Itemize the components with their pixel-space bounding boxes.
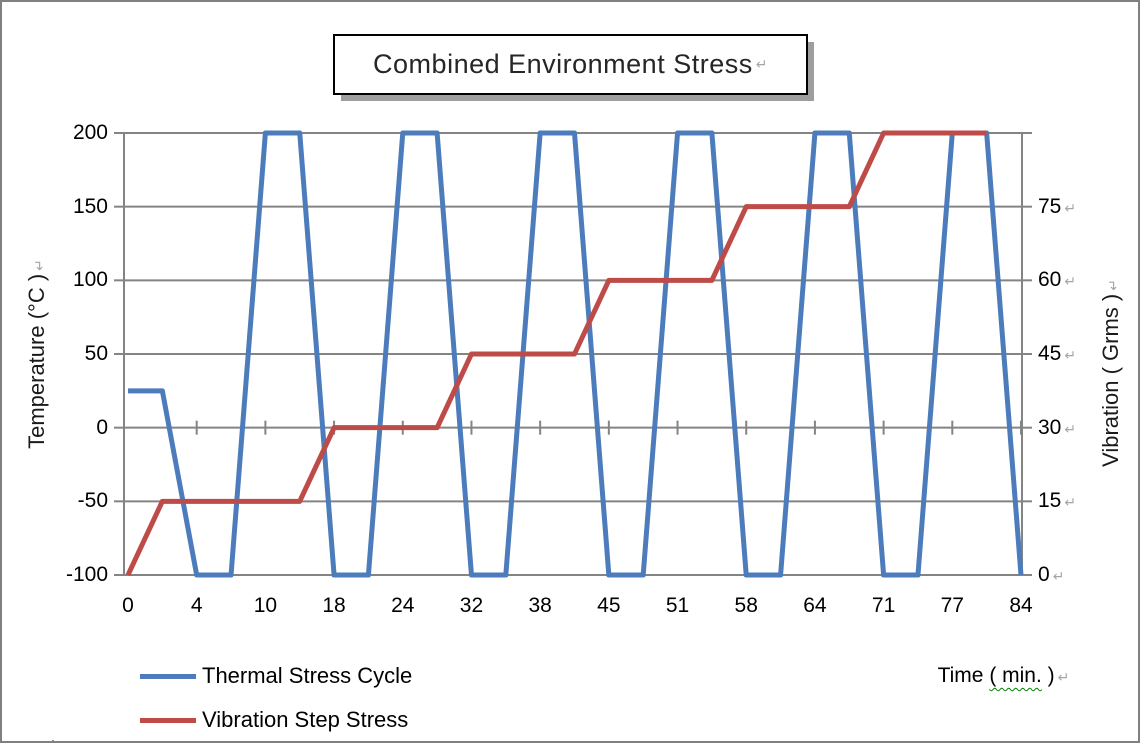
y-right-tick-label: 60 ↵	[1038, 268, 1108, 292]
legend-swatch-thermal	[140, 673, 196, 679]
x-tick-label: 71	[871, 594, 896, 617]
x-axis-title-squiggled: ( min.	[989, 664, 1042, 687]
y-left-tick-label: 50	[84, 342, 108, 365]
y-right-tick-label-text: 15	[1038, 489, 1062, 513]
x-tick-label: 64	[803, 594, 827, 617]
x-axis-title-suffix: )	[1041, 664, 1055, 687]
y-left-tick-label: 100	[72, 268, 108, 292]
y-left-tick-label: 200	[72, 121, 108, 144]
y-left-tick-label: -50	[77, 489, 108, 513]
return-mark-icon: ↵	[1064, 495, 1077, 512]
x-tick-label: 32	[459, 594, 484, 617]
y-right-tick-label-text: 60	[1038, 268, 1062, 292]
y-right-tick-label-text: 0	[1038, 563, 1050, 586]
return-mark-icon: ↵	[1057, 670, 1070, 686]
return-mark-icon: ↵	[755, 56, 768, 73]
x-tick-label: 38	[528, 594, 552, 617]
legend-swatch-vibration	[140, 717, 196, 723]
thermal-stress-line	[128, 130, 1024, 578]
return-mark-icon: ↵	[1064, 274, 1077, 291]
x-tick-label: 24	[391, 594, 415, 617]
chart-title-box: Combined Environment Stress ↵	[333, 34, 808, 95]
y-right-tick-label: 0 ↵	[1038, 563, 1108, 587]
y-right-tick-label-text: 30	[1038, 415, 1062, 439]
chart-title: Combined Environment Stress	[373, 49, 753, 79]
x-axis-title-prefix: Time	[937, 664, 990, 687]
y-right-tick-label: 15 ↵	[1038, 489, 1108, 513]
vibration-stress-line	[125, 130, 987, 577]
x-tick-label: 77	[940, 594, 964, 617]
y-left-tick-label: 150	[72, 194, 108, 218]
legend-entry-thermal: Thermal Stress Cycle	[140, 663, 412, 689]
cursor-mark	[52, 740, 54, 741]
legend-label-thermal: Thermal Stress Cycle	[202, 663, 413, 688]
x-axis-title: Time ( min. ) ↵	[882, 637, 1102, 687]
return-mark-icon: ↵	[1064, 348, 1077, 364]
x-tick-label: 10	[253, 594, 278, 617]
return-mark-icon: ↵	[1052, 569, 1065, 585]
y-right-tick-label: 75 ↵	[1038, 195, 1108, 219]
x-tick-label: 0	[122, 594, 134, 617]
y-right-tick-label-text: 45	[1038, 342, 1062, 365]
x-tick-label: 45	[597, 594, 621, 617]
y-left-tick-label: -100	[65, 563, 108, 586]
legend-label-vibration: Vibration Step Stress	[202, 707, 409, 732]
x-tick-label: 84	[1009, 594, 1033, 617]
x-tick-label: 51	[665, 594, 690, 617]
y-left-tick-label: 0	[96, 415, 108, 439]
y-right-tick-label: 45 ↵	[1038, 342, 1108, 366]
x-tick-label: 4	[190, 594, 203, 617]
x-tick-label: 18	[322, 594, 346, 617]
return-mark-icon: ↵	[1064, 421, 1077, 438]
y-right-tick-label: 30 ↵	[1038, 416, 1108, 440]
return-mark-icon: ↵	[1064, 200, 1077, 217]
y-right-axis-title-text: Vibration ( Grms )	[1098, 293, 1124, 467]
x-tick-label: 58	[734, 594, 758, 617]
return-mark-icon: ↵	[1106, 279, 1123, 291]
y-right-tick-label-text: 75	[1038, 194, 1062, 218]
legend-entry-vibration: Vibration Step Stress	[140, 707, 408, 733]
